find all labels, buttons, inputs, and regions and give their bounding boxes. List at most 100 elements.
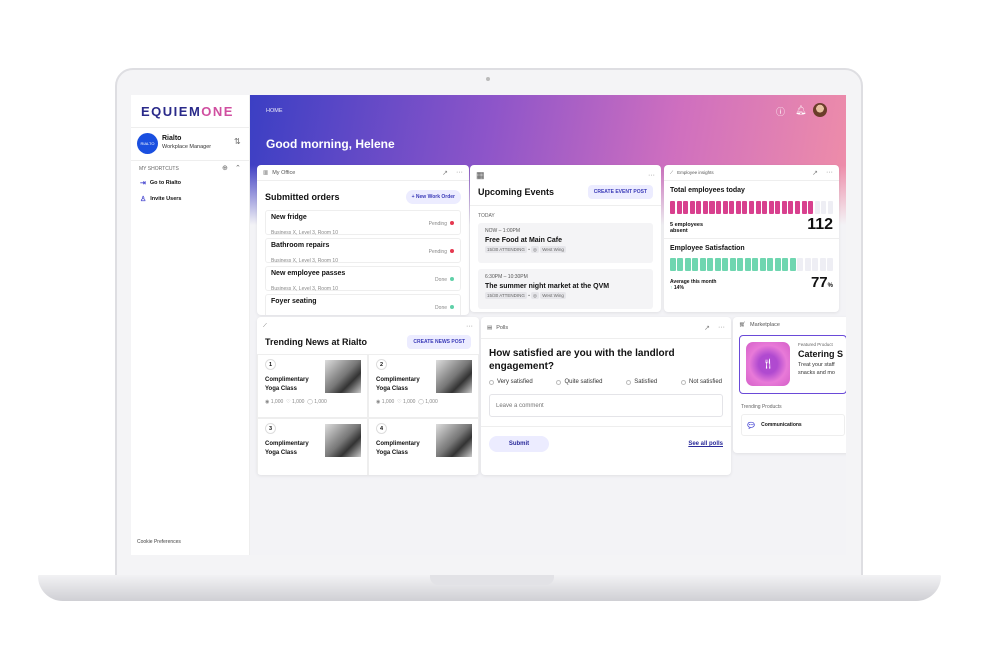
news-item[interactable]: 1 Complimentary Yoga Class ◉ 1,000 ♡ 1,000… bbox=[257, 354, 368, 418]
order-name: New employee passes bbox=[271, 270, 346, 277]
chart-icon: ⟋ bbox=[263, 322, 267, 329]
trend-icon: ⟋ bbox=[670, 170, 674, 175]
bar-segment bbox=[804, 258, 811, 271]
featured-desc: Treat your staff snacks and mo bbox=[798, 362, 835, 376]
attendance-bar bbox=[670, 201, 833, 214]
polls-card: ▤ Polls ↗ ··· How satisfied are you with th… bbox=[481, 317, 731, 475]
sat-unit: % bbox=[827, 283, 833, 289]
bar-segment bbox=[794, 201, 801, 214]
radio-button[interactable] bbox=[556, 379, 562, 385]
external-link-icon[interactable]: ↗ bbox=[704, 324, 710, 332]
more-icon[interactable]: ··· bbox=[466, 322, 473, 330]
shortcut-label: Go to Rialto bbox=[149, 180, 182, 186]
camera bbox=[486, 77, 490, 81]
news-title: Complimentary Yoga Class bbox=[376, 441, 420, 456]
avatar: RIALTO bbox=[137, 133, 158, 154]
shortcut-go-to-rialto[interactable]: ⇥ Go to Rialto bbox=[140, 179, 181, 187]
featured-product[interactable]: 🍴︎ Featured Product Catering S Treat you… bbox=[739, 335, 846, 394]
profile-role: Workplace Manager bbox=[162, 144, 212, 150]
chevron-up-icon[interactable]: ⌃ bbox=[235, 165, 241, 172]
shortcut-label: Invite Users bbox=[150, 196, 182, 202]
card-title: Submitted orders bbox=[265, 192, 340, 202]
bar-segment bbox=[781, 201, 787, 214]
event-item[interactable]: 6:30PM – 10:30PM The summer night market … bbox=[478, 269, 653, 309]
news-rank: 4 bbox=[376, 423, 387, 434]
news-item[interactable]: 4 Complimentary Yoga Class bbox=[368, 418, 479, 475]
calendar-icon: ▦ bbox=[476, 169, 485, 180]
order-row[interactable]: New employee passes Business X, Level 3, … bbox=[265, 266, 461, 292]
breadcrumb[interactable]: HOME bbox=[266, 108, 283, 114]
more-icon[interactable]: ··· bbox=[456, 168, 463, 176]
news-item[interactable]: 3 Complimentary Yoga Class bbox=[257, 418, 368, 475]
radio-button[interactable] bbox=[489, 379, 494, 385]
total-value: 112 bbox=[807, 216, 833, 233]
more-icon[interactable]: ··· bbox=[648, 171, 655, 179]
bar-segment bbox=[677, 258, 684, 271]
news-rank: 3 bbox=[265, 423, 276, 434]
profile-name: Rialto bbox=[162, 135, 182, 142]
new-work-order-button[interactable]: + New Work Order bbox=[405, 190, 461, 204]
more-icon[interactable]: ··· bbox=[826, 168, 833, 176]
news-stats: ◉ 1,000 ♡ 1,000 ◯ 1,000 bbox=[376, 399, 438, 405]
help-icon[interactable]: ⓘ bbox=[776, 107, 786, 117]
event-item[interactable]: NOW – 1:00PM Free Food at Main Cafe 15/30 … bbox=[478, 223, 653, 263]
bar-segment bbox=[788, 201, 794, 214]
poll-option[interactable]: Satisfied bbox=[626, 379, 657, 385]
order-name: Foyer seating bbox=[271, 298, 317, 305]
poll-option[interactable]: Quite satisfied bbox=[556, 379, 602, 385]
radio-button[interactable] bbox=[626, 379, 632, 385]
upcoming-events-card: ▦ ··· Upcoming Events CREATE EVENT POST T… bbox=[470, 165, 661, 312]
radio-button[interactable] bbox=[680, 379, 686, 385]
bar-segment bbox=[684, 258, 691, 271]
external-link-icon[interactable]: ↗ bbox=[812, 169, 818, 177]
poll-option[interactable]: Very satisfied bbox=[489, 379, 533, 385]
poll-question: How satisfied are you with the landlord … bbox=[489, 348, 675, 372]
product-communications[interactable]: 💬︎ Communications bbox=[741, 414, 845, 436]
profile-switcher[interactable]: RIALTO Rialto Workplace Manager ⇅ bbox=[131, 127, 250, 161]
shortcut-invite-users[interactable]: ♙ Invite Users bbox=[140, 195, 181, 203]
more-icon[interactable]: ··· bbox=[718, 323, 725, 331]
event-location: West Wing bbox=[540, 292, 566, 299]
chat-icon: 💬︎ bbox=[746, 420, 757, 430]
bar-segment bbox=[748, 201, 755, 214]
order-row[interactable]: New fridge Business X, Level 3, Room 10 Pe… bbox=[265, 210, 461, 236]
option-label: Satisfied bbox=[634, 379, 658, 385]
bar-segment bbox=[782, 258, 789, 271]
bar-segment bbox=[755, 201, 761, 214]
create-news-post-button[interactable]: CREATE NEWS POST bbox=[407, 335, 471, 349]
poll-option[interactable]: Not satisfied bbox=[680, 379, 722, 385]
user-avatar[interactable] bbox=[813, 103, 827, 117]
logo[interactable]: EQUIEMONE bbox=[141, 104, 234, 119]
bell-icon[interactable]: 🔔︎ bbox=[795, 105, 807, 115]
submit-button[interactable]: Submit bbox=[489, 436, 549, 452]
bar-segment bbox=[827, 258, 834, 271]
screen: EQUIEMONE RIALTO Rialto Workplace Manage… bbox=[131, 95, 846, 555]
bar-segment bbox=[707, 258, 714, 271]
bar-segment bbox=[742, 201, 748, 214]
bar-segment bbox=[759, 258, 766, 271]
order-row[interactable]: Bathroom repairs Business X, Level 3, Roo… bbox=[265, 238, 461, 264]
bar-segment bbox=[714, 258, 721, 271]
bar-segment bbox=[683, 201, 689, 214]
sidebar: EQUIEMONE RIALTO Rialto Workplace Manage… bbox=[131, 95, 250, 555]
swap-icon[interactable]: ⇅ bbox=[234, 137, 241, 146]
news-stats: ◉ 1,000 ♡ 1,000 ◯ 1,000 bbox=[265, 399, 327, 405]
location-icon: ◎ bbox=[531, 292, 539, 299]
bar-segment bbox=[767, 258, 774, 271]
absent-text: 5 employees absent bbox=[670, 222, 704, 234]
bar-segment bbox=[801, 201, 807, 214]
order-row[interactable]: Foyer seating Done bbox=[265, 294, 461, 315]
create-event-post-button[interactable]: CREATE EVENT POST bbox=[587, 185, 653, 199]
add-shortcut-icon[interactable]: ⊕ bbox=[222, 165, 228, 172]
news-image bbox=[436, 424, 472, 457]
comment-input[interactable] bbox=[489, 394, 723, 417]
laptop-notch bbox=[430, 575, 554, 585]
bar-segment bbox=[722, 258, 729, 271]
bar-segment bbox=[729, 201, 735, 214]
news-item[interactable]: 2 Complimentary Yoga Class ◉ 1,000 ♡ 1,000… bbox=[368, 354, 479, 418]
event-time: 6:30PM – 10:30PM bbox=[485, 274, 528, 280]
see-all-polls-link[interactable]: See all polls bbox=[688, 441, 723, 447]
external-link-icon[interactable]: ↗ bbox=[442, 169, 448, 177]
card-header: Marketplace bbox=[749, 322, 780, 328]
cookie-preferences-link[interactable]: Cookie Preferences bbox=[137, 539, 181, 545]
